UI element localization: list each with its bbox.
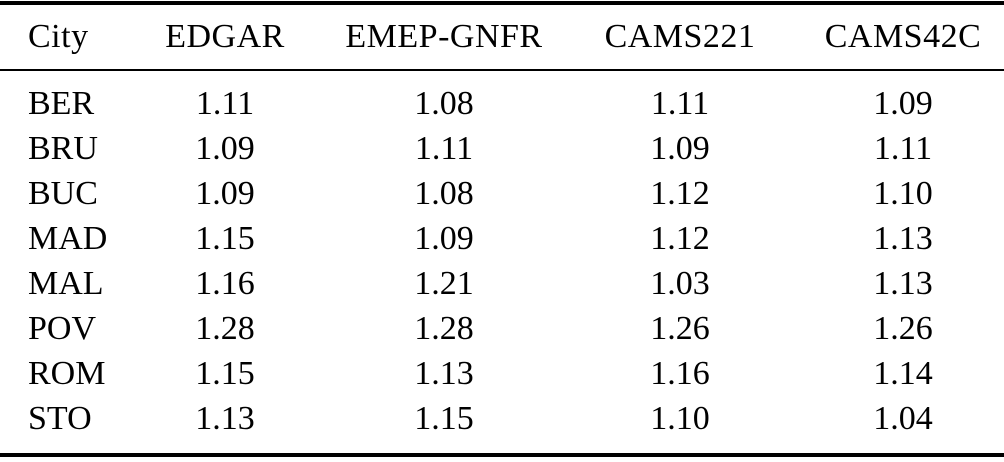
- results-table: City EDGAR EMEP-GNFR CAMS221 CAMS42C BER…: [0, 5, 1004, 453]
- value-cell: 1.08: [414, 174, 474, 212]
- table-row: POV 1.28 1.28 1.26 1.26: [0, 306, 1004, 351]
- column-header-cams42c: CAMS42C: [824, 18, 982, 55]
- value-cell: 1.15: [414, 399, 474, 437]
- value-cell: 1.09: [195, 174, 255, 212]
- city-cell: MAL: [28, 264, 104, 302]
- value-cell: 1.10: [650, 399, 710, 437]
- city-cell: BUC: [28, 174, 98, 212]
- value-cell: 1.03: [650, 264, 710, 302]
- value-cell: 1.04: [873, 399, 933, 437]
- table-row: BUC 1.09 1.08 1.12 1.10: [0, 171, 1004, 216]
- city-cell: MAD: [28, 219, 108, 257]
- city-cell: POV: [28, 309, 97, 347]
- city-cell: ROM: [28, 354, 106, 392]
- city-cell: BRU: [28, 129, 98, 167]
- city-cell: BER: [28, 84, 95, 122]
- value-cell: 1.09: [650, 129, 710, 167]
- table-row: BER 1.11 1.08 1.11 1.09: [0, 70, 1004, 126]
- value-cell: 1.26: [650, 309, 710, 347]
- value-cell: 1.16: [195, 264, 255, 302]
- value-cell: 1.11: [873, 129, 933, 167]
- value-cell: 1.28: [414, 309, 474, 347]
- value-cell: 1.10: [873, 174, 933, 212]
- value-cell: 1.16: [650, 354, 710, 392]
- value-cell: 1.13: [873, 219, 933, 257]
- value-cell: 1.11: [195, 84, 255, 122]
- table-header-row: City EDGAR EMEP-GNFR CAMS221 CAMS42C: [0, 5, 1004, 70]
- value-cell: 1.15: [195, 354, 255, 392]
- value-cell: 1.12: [650, 219, 710, 257]
- value-cell: 1.13: [195, 399, 255, 437]
- value-cell: 1.12: [650, 174, 710, 212]
- value-cell: 1.08: [414, 84, 474, 122]
- table-row: BRU 1.09 1.11 1.09 1.11: [0, 126, 1004, 171]
- table-row: STO 1.13 1.15 1.10 1.04: [0, 396, 1004, 453]
- column-header-cams221: CAMS221: [604, 18, 756, 55]
- column-header-emep-gnfr: EMEP-GNFR: [345, 18, 543, 55]
- value-cell: 1.15: [195, 219, 255, 257]
- value-cell: 1.11: [650, 84, 710, 122]
- table-row: ROM 1.15 1.13 1.16 1.14: [0, 351, 1004, 396]
- column-header-city: City: [28, 18, 89, 55]
- value-cell: 1.09: [873, 84, 933, 122]
- value-cell: 1.13: [873, 264, 933, 302]
- value-cell: 1.26: [873, 309, 933, 347]
- city-cell: STO: [28, 399, 92, 437]
- value-cell: 1.14: [873, 354, 933, 392]
- value-cell: 1.09: [195, 129, 255, 167]
- value-cell: 1.13: [414, 354, 474, 392]
- value-cell: 1.09: [414, 219, 474, 257]
- value-cell: 1.28: [195, 309, 255, 347]
- table-row: MAL 1.16 1.21 1.03 1.13: [0, 261, 1004, 306]
- column-header-edgar: EDGAR: [165, 18, 285, 55]
- table-row: MAD 1.15 1.09 1.12 1.13: [0, 216, 1004, 261]
- value-cell: 1.21: [414, 264, 474, 302]
- value-cell: 1.11: [414, 129, 474, 167]
